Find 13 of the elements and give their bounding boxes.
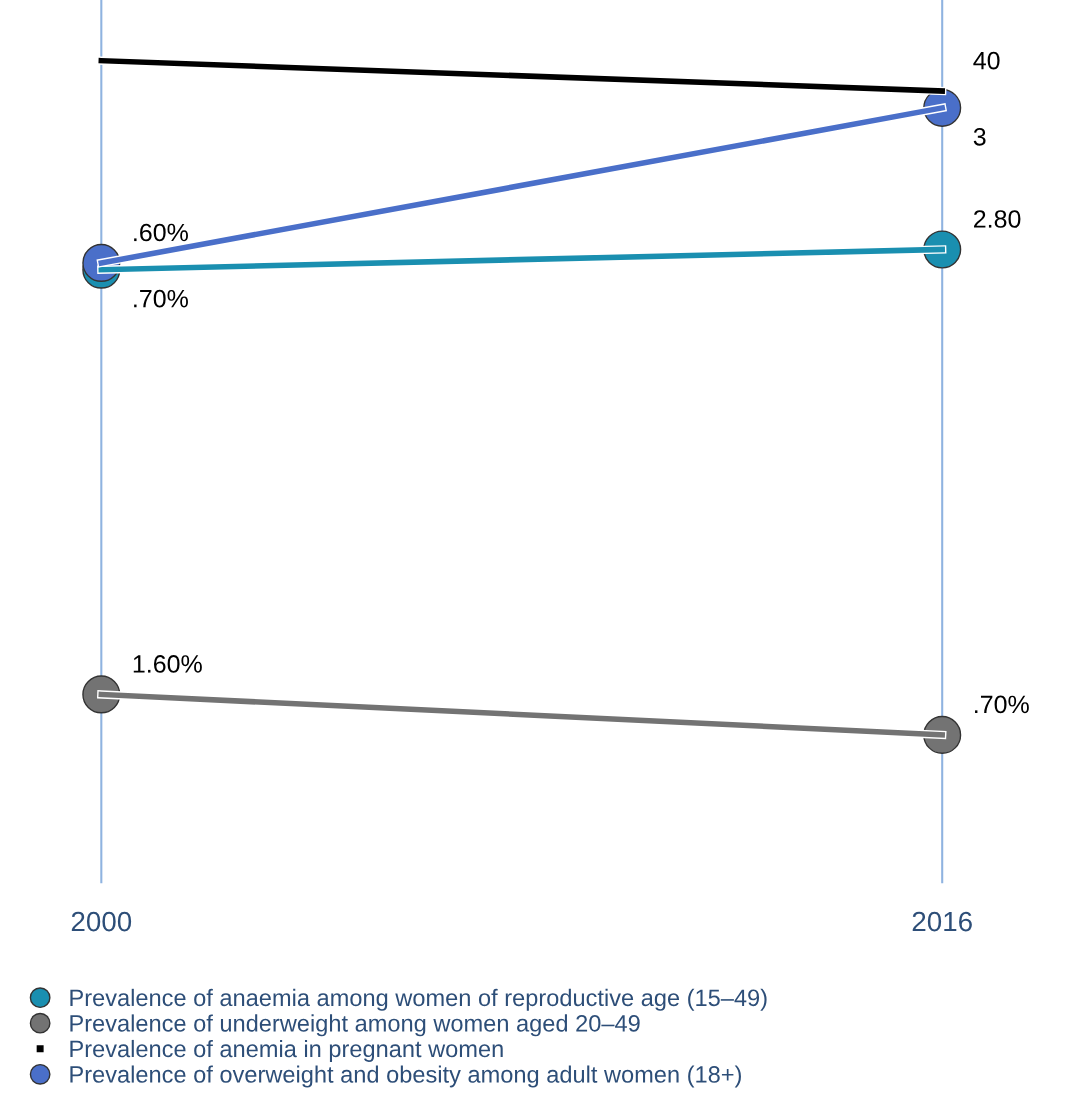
annotation: 1.60% <box>133 655 202 673</box>
annotation: 40 <box>973 51 1000 70</box>
annotation: .70% <box>134 289 188 308</box>
x-tick-label: 2016 <box>912 911 972 932</box>
legend-label: Prevalence of anaemia among women of reproductive age (15–49) <box>70 988 767 1011</box>
legend-label: Prevalence of anemia in pregnant women <box>70 1039 503 1062</box>
annotation: 3 <box>973 127 986 146</box>
annotation: .60% <box>134 223 188 242</box>
x-tick-label: 2000 <box>71 911 132 932</box>
annotation: .70% <box>975 695 1029 714</box>
annotation: 2.80 <box>974 210 1021 228</box>
legend-label: Prevalence of underweight among women aged 20–49 <box>70 1014 640 1037</box>
legend-label: Prevalence of overweight and obesity among adult women (18+) <box>70 1065 741 1088</box>
